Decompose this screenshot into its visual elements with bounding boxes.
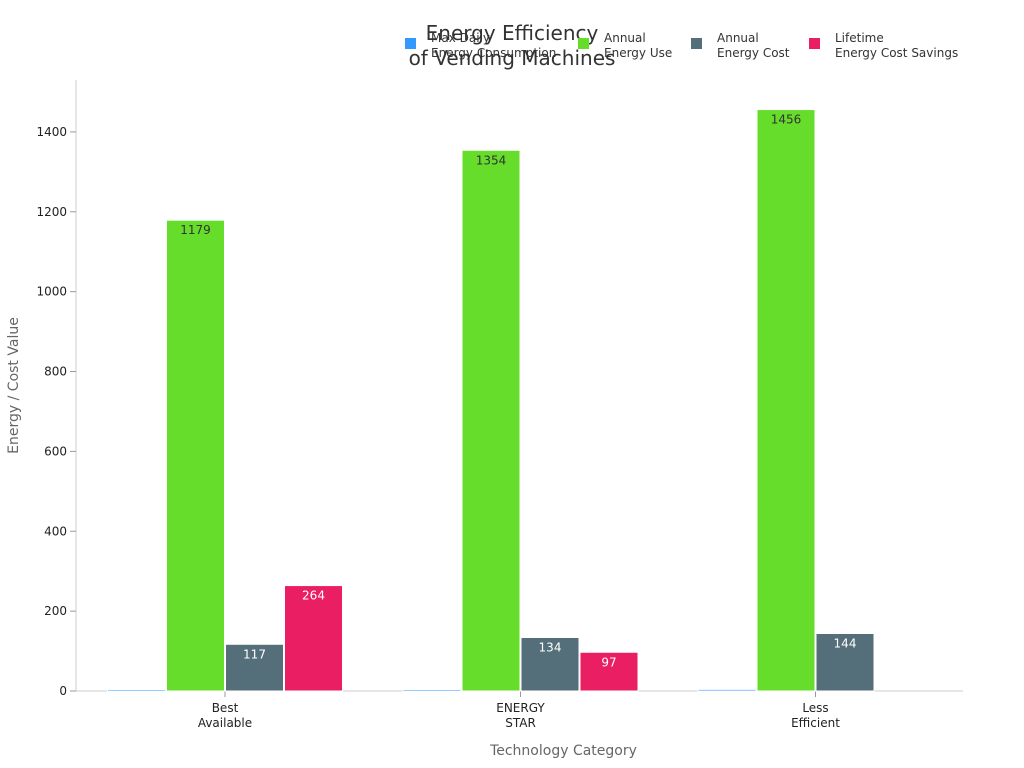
legend-label: Max Daily (431, 31, 490, 45)
legend-label: Lifetime (835, 31, 884, 45)
y-tick-label: 800 (44, 365, 67, 379)
legend-swatch (809, 38, 820, 49)
legend-swatch (578, 38, 589, 49)
y-tick-label: 400 (44, 524, 67, 538)
bar (520, 636, 580, 692)
x-axis-title: Technology Category (489, 743, 637, 759)
bar (107, 689, 166, 692)
bar-value-label: 97 (601, 655, 616, 669)
y-tick-label: 200 (44, 604, 67, 618)
x-tick-label: Best (212, 701, 239, 715)
bar-value-label: 1354 (476, 153, 507, 167)
y-tick-label: 1400 (36, 125, 67, 139)
legend-label: Energy Cost Savings (835, 46, 958, 60)
legend-label: Energy Consumption (431, 46, 556, 60)
bar-value-label: 1179 (180, 223, 211, 237)
legend-swatch (691, 38, 702, 49)
x-tick-label: STAR (505, 716, 536, 730)
legend-label: Annual (604, 31, 646, 45)
bars (107, 109, 875, 692)
bar (756, 109, 816, 692)
bar-value-label: 117 (243, 647, 266, 661)
y-tick-label: 1000 (36, 285, 67, 299)
bar (166, 219, 225, 692)
x-tick-label: Efficient (791, 716, 840, 730)
bar-value-label: 1456 (771, 113, 802, 127)
y-tick-label: 0 (59, 684, 67, 698)
bar-value-label: 134 (539, 640, 562, 654)
x-tick-label: Available (198, 716, 252, 730)
bar (225, 643, 284, 692)
y-tick-label: 600 (44, 444, 67, 458)
y-axis-title: Energy / Cost Value (6, 317, 22, 454)
bar-value-label: 264 (302, 589, 325, 603)
legend-swatch (405, 38, 416, 49)
chart-title-line: Energy Efficiency (426, 21, 599, 45)
legend-label: Energy Use (604, 46, 672, 60)
bar (815, 632, 875, 692)
y-tick-label: 1200 (36, 205, 67, 219)
bar (402, 689, 462, 692)
axes: 0 200 400 600 800 1000 1200 1400 Energy / Cost V… (6, 80, 963, 759)
x-tick-label: Less (802, 701, 828, 715)
chart-title-line: of Vending Machines (409, 46, 616, 70)
x-tick-label: ENERGY (496, 701, 545, 715)
data-labels: 1179 117 264 1354 134 97 1456 144 (180, 113, 856, 670)
bar (461, 149, 521, 692)
bar (697, 688, 757, 692)
legend-label: Energy Cost (717, 46, 790, 60)
bar (579, 651, 639, 692)
bar-value-label: 144 (834, 636, 857, 650)
bar (284, 585, 343, 692)
legend-label: Annual (717, 31, 759, 45)
